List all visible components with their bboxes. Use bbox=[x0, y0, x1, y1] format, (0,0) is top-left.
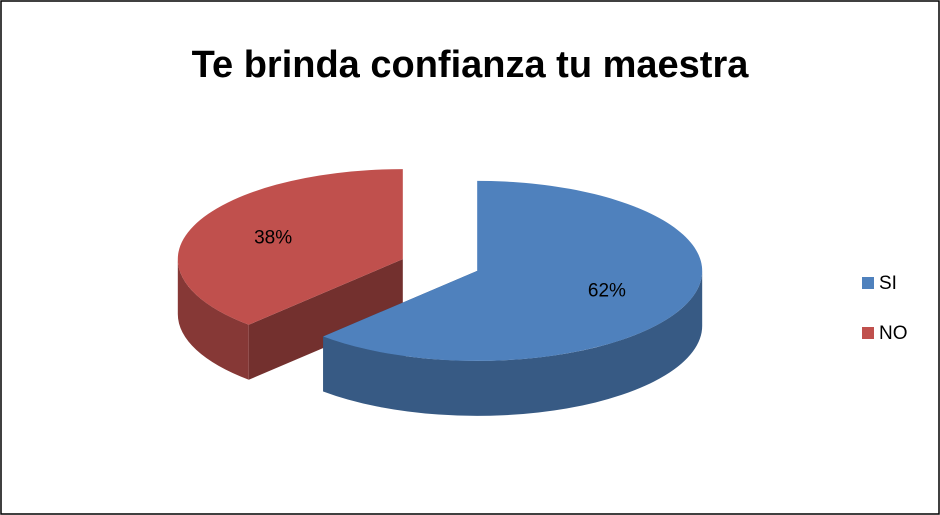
legend-label: SI bbox=[879, 273, 897, 294]
legend-swatch bbox=[862, 327, 874, 339]
slice-wall bbox=[177, 259, 249, 380]
slice-wall bbox=[323, 270, 703, 416]
slice-side bbox=[248, 259, 403, 380]
data-label: 62% bbox=[588, 280, 626, 301]
chart-title: Te brinda confianza tu maestra bbox=[192, 44, 750, 86]
slice bbox=[177, 169, 403, 325]
slice bbox=[323, 180, 703, 361]
legend-swatch bbox=[862, 277, 874, 289]
legend-label: NO bbox=[879, 323, 908, 344]
data-label: 38% bbox=[254, 228, 292, 249]
